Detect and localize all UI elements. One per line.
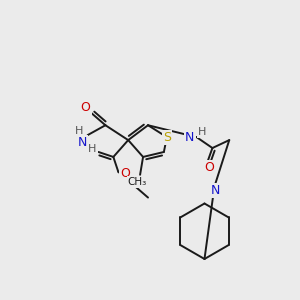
Text: S: S bbox=[163, 130, 171, 144]
Text: O: O bbox=[81, 101, 91, 114]
Text: O: O bbox=[120, 167, 130, 180]
Text: N: N bbox=[211, 184, 220, 197]
Text: CH₃: CH₃ bbox=[128, 177, 147, 187]
Text: H: H bbox=[74, 126, 83, 136]
Text: O: O bbox=[205, 161, 214, 174]
Text: N: N bbox=[185, 130, 195, 144]
Text: H: H bbox=[198, 127, 207, 137]
Text: H: H bbox=[88, 144, 97, 154]
Text: N: N bbox=[78, 136, 87, 148]
Text: O: O bbox=[87, 146, 97, 158]
